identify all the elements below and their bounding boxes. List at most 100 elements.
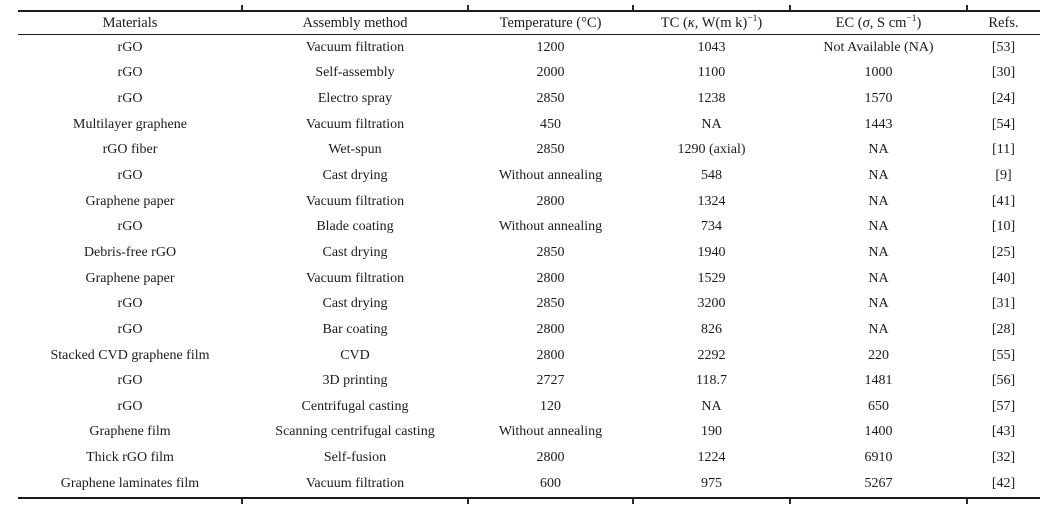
cell-thermal-conductivity: NA [701, 398, 722, 414]
cell-references: [55] [991, 347, 1016, 363]
cell-thermal-conductivity: 1324 [697, 193, 726, 209]
table-row: Graphene paper Vacuum filtration 2800 1529 N… [18, 266, 1040, 292]
cell-references: [32] [991, 450, 1016, 466]
table-row: rGO Bar coating 2800 826 NA [28] [18, 317, 1040, 343]
cell-electrical-conductivity: 6910 [864, 450, 893, 466]
cell-temperature: 2800 [536, 270, 565, 286]
cell-assembly-method: Cast drying [322, 244, 388, 260]
table-row: rGO Electro spray 2850 1238 1570 [24] [18, 86, 1040, 112]
cell-references: [31] [991, 296, 1016, 312]
cell-temperature: Without annealing [498, 424, 603, 440]
cell-electrical-conductivity: NA [868, 244, 889, 260]
column-divider-tick [789, 5, 791, 10]
cell-thermal-conductivity: 826 [701, 321, 722, 337]
header-cell-thermal-conductivity: TC (κ, W(m k) −1) [660, 14, 763, 31]
table-row: rGO 3D printing 2727 118.7 1481 [56] [18, 368, 1040, 394]
cell-thermal-conductivity: 3200 [697, 296, 726, 312]
header-cell-materials: Materials [18, 12, 242, 34]
header-text-segment: EC ( [835, 14, 863, 31]
cell-assembly-method: Wet-spun [328, 142, 382, 158]
cell-materials: rGO [117, 219, 143, 235]
table-row: Graphene paper Vacuum filtration 2800 1324 N… [18, 189, 1040, 215]
cell-assembly-method: Centrifugal casting [301, 398, 409, 414]
table-body: rGO Vacuum filtration 1200 1043 Not Availabl… [18, 35, 1040, 497]
cell-assembly-method: Self-assembly [315, 65, 395, 81]
table-row: rGO Centrifugal casting 120 NA 650 [57] [18, 394, 1040, 420]
cell-assembly-method: Vacuum filtration [305, 270, 405, 286]
cell-temperature: 120 [540, 398, 561, 414]
cell-temperature: 450 [540, 116, 561, 132]
cell-materials: rGO [117, 398, 143, 414]
header-text-segment: Assembly method [302, 14, 408, 31]
cell-thermal-conductivity: 1224 [697, 450, 726, 466]
cell-electrical-conductivity: NA [868, 193, 889, 209]
cell-references: [54] [991, 116, 1016, 132]
cell-thermal-conductivity: 1529 [697, 270, 726, 286]
table-row: Graphene film Scanning centrifugal castin… [18, 420, 1040, 446]
cell-assembly-method: Scanning centrifugal casting [275, 424, 435, 440]
cell-assembly-method: Vacuum filtration [305, 475, 405, 491]
cell-thermal-conductivity: 2292 [697, 347, 726, 363]
cell-thermal-conductivity: NA [701, 116, 722, 132]
cell-thermal-conductivity: 975 [701, 475, 722, 491]
cell-electrical-conductivity: 5267 [864, 475, 893, 491]
cell-materials: rGO fiber [102, 142, 158, 158]
column-divider-tick [789, 499, 791, 504]
cell-references: [43] [991, 424, 1016, 440]
cell-assembly-method: Vacuum filtration [305, 116, 405, 132]
cell-temperature: 2850 [536, 91, 565, 107]
column-divider-tick [966, 499, 968, 504]
cell-electrical-conductivity: 220 [868, 347, 889, 363]
table-row: Graphene laminates film Vacuum filtration… [18, 471, 1040, 497]
cell-references: [24] [991, 91, 1016, 107]
cell-assembly-method: CVD [340, 347, 370, 363]
cell-assembly-method: Vacuum filtration [305, 39, 405, 55]
cell-electrical-conductivity: NA [868, 270, 889, 286]
cell-thermal-conductivity: 1940 [697, 244, 726, 260]
table-row: rGO Cast drying 2850 3200 NA [31] [18, 291, 1040, 317]
table-row: Thick rGO film Self-fusion 2800 1224 6910 [32… [18, 445, 1040, 471]
cell-references: [9] [995, 168, 1012, 184]
header-text-segment: Materials [102, 14, 158, 31]
table-row: Multilayer graphene Vacuum filtration 450 N… [18, 112, 1040, 138]
table-row: Debris-free rGO Cast drying 2850 1940 NA [25] [18, 240, 1040, 266]
cell-temperature: 2800 [536, 450, 565, 466]
cell-temperature: 2850 [536, 142, 565, 158]
cell-references: [41] [991, 193, 1016, 209]
header-text-segment: Temperature (°C) [499, 14, 602, 31]
cell-references: [25] [991, 244, 1016, 260]
cell-references: [28] [991, 321, 1016, 337]
cell-electrical-conductivity: NA [868, 296, 889, 312]
cell-thermal-conductivity: 118.7 [696, 373, 727, 389]
materials-properties-table: Materials Assembly method Temperature (°C)… [18, 10, 1040, 499]
cell-assembly-method: Cast drying [322, 168, 388, 184]
table-row: rGO Vacuum filtration 1200 1043 Not Availabl… [18, 35, 1040, 61]
cell-materials: rGO [117, 39, 143, 55]
cell-references: [11] [992, 142, 1015, 158]
cell-assembly-method: Blade coating [316, 219, 394, 235]
header-cell-temperature: Temperature (°C) [468, 12, 633, 34]
cell-materials: Debris-free rGO [83, 244, 177, 260]
cell-references: [57] [991, 398, 1016, 414]
column-divider-tick [467, 5, 469, 10]
cell-temperature: 2800 [536, 193, 565, 209]
cell-assembly-method: Bar coating [322, 321, 388, 337]
table-bottom-rule [18, 496, 1040, 499]
cell-materials: Graphene paper [85, 270, 175, 286]
cell-electrical-conductivity: NA [868, 219, 889, 235]
table-top-rule [18, 10, 1040, 12]
cell-references: [42] [991, 475, 1016, 491]
table-row: rGO Self-assembly 2000 1100 1000 [30] [18, 61, 1040, 87]
table-row: Stacked CVD graphene film CVD 2800 2292 220 [… [18, 343, 1040, 369]
header-text-segment: , S cm [869, 14, 907, 31]
cell-thermal-conductivity: 548 [701, 168, 722, 184]
cell-electrical-conductivity: 1000 [864, 65, 893, 81]
cell-materials: rGO [117, 321, 143, 337]
header-text-segment: ) [916, 14, 922, 31]
header-cell-references: Refs. [967, 12, 1040, 34]
cell-materials: Multilayer graphene [73, 116, 187, 132]
cell-electrical-conductivity: NA [868, 321, 889, 337]
column-divider-tick [632, 499, 634, 504]
table-row: rGO Cast drying Without annealing 548 NA [9] [18, 163, 1040, 189]
cell-materials: Graphene film [89, 424, 171, 440]
